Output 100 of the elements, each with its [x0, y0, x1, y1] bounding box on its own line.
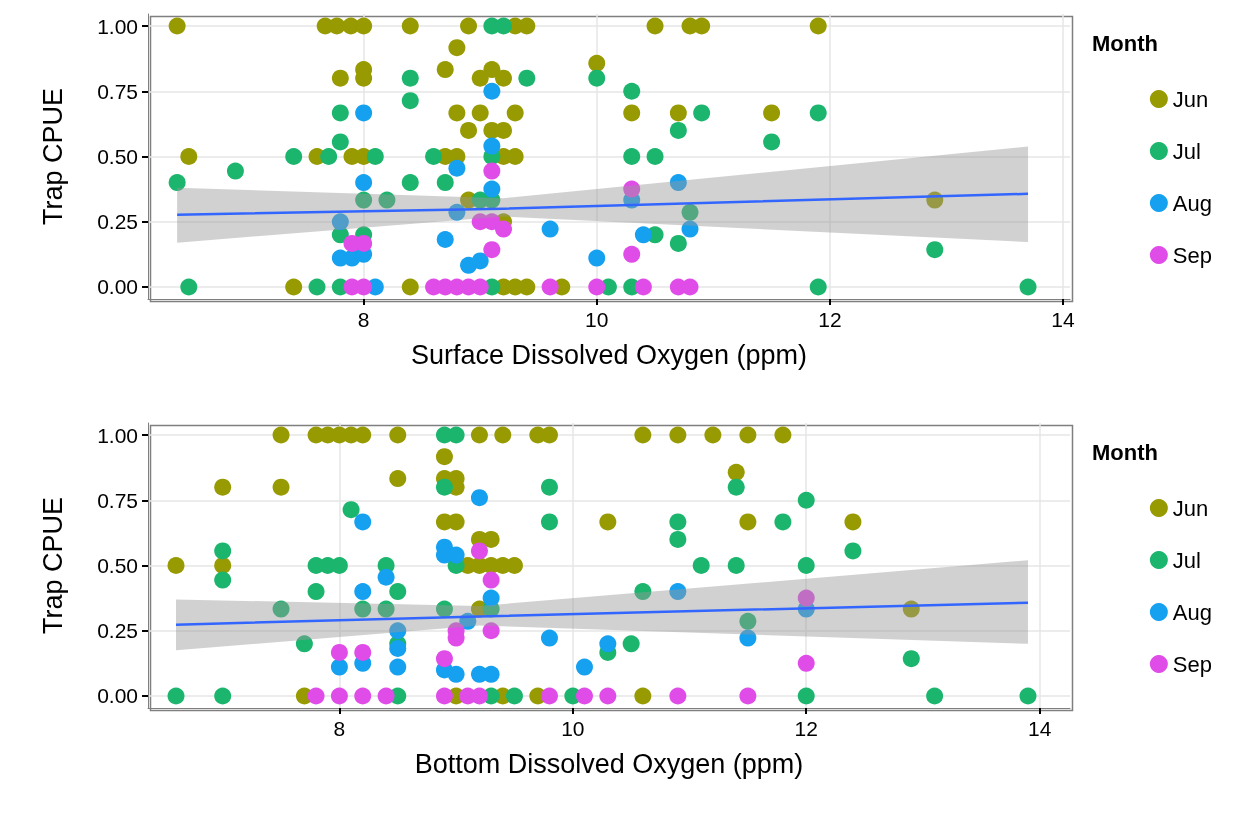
- point: [693, 17, 711, 35]
- point: [389, 640, 407, 657]
- x-tick-label: 10: [561, 717, 585, 740]
- point: [401, 278, 419, 296]
- point: [926, 687, 944, 705]
- point: [681, 220, 699, 238]
- point: [669, 513, 687, 531]
- point: [401, 174, 419, 192]
- point: [482, 622, 500, 640]
- point: [588, 54, 606, 72]
- point: [214, 687, 232, 705]
- point: [401, 69, 419, 87]
- y-tick-label: 0.25: [97, 210, 138, 234]
- point: [541, 220, 559, 238]
- point: [541, 478, 558, 496]
- point: [378, 191, 396, 209]
- y-tick-label: 0.50: [97, 145, 138, 168]
- point: [214, 571, 232, 589]
- legend-label: Jul: [1172, 138, 1201, 164]
- point: [727, 463, 745, 481]
- point: [226, 162, 244, 180]
- point: [471, 252, 489, 270]
- point: [355, 104, 373, 122]
- point: [354, 643, 372, 661]
- point: [669, 234, 687, 252]
- point: [739, 629, 757, 647]
- point: [401, 17, 419, 35]
- legend-label: Aug: [1172, 190, 1213, 216]
- point: [389, 583, 407, 601]
- point: [435, 600, 453, 618]
- point: [727, 478, 745, 496]
- x-tick-label: 10: [585, 308, 609, 331]
- point: [295, 635, 313, 653]
- point: [483, 82, 501, 100]
- point: [483, 180, 501, 198]
- point: [483, 137, 501, 155]
- point: [331, 104, 349, 122]
- point: [180, 148, 198, 165]
- point: [739, 513, 757, 531]
- point: [727, 557, 745, 574]
- point: [483, 241, 501, 259]
- point: [308, 278, 326, 296]
- point: [471, 104, 489, 122]
- point: [401, 92, 419, 110]
- point: [669, 104, 687, 122]
- point: [354, 513, 372, 531]
- point: [634, 226, 652, 244]
- point: [448, 104, 466, 122]
- point: [495, 121, 513, 139]
- point: [494, 426, 512, 444]
- point: [331, 69, 349, 87]
- point: [669, 174, 687, 192]
- y-tick-label: 0.75: [97, 488, 138, 512]
- x-axis-title: Surface Dissolved Oxygen (ppm): [410, 339, 808, 370]
- point: [354, 600, 372, 618]
- point: [704, 426, 722, 444]
- point: [377, 687, 395, 705]
- legend-label: Jul: [1172, 547, 1201, 573]
- point: [693, 104, 711, 122]
- point: [495, 17, 513, 35]
- point: [646, 148, 664, 165]
- point: [588, 249, 606, 267]
- point: [435, 478, 453, 496]
- point: [541, 426, 558, 444]
- point: [354, 583, 372, 601]
- point: [588, 278, 606, 296]
- y-tick-label: 1.00: [97, 14, 138, 38]
- legend-label: Jun: [1172, 86, 1209, 112]
- point: [436, 231, 454, 248]
- x-tick-label: 12: [818, 308, 842, 331]
- point: [634, 278, 652, 296]
- point: [167, 687, 185, 705]
- point: [330, 658, 348, 676]
- point: [739, 612, 757, 630]
- point: [366, 148, 384, 165]
- point: [436, 61, 454, 79]
- legend-label: Jun: [1172, 495, 1209, 521]
- legend-label: Sep: [1172, 242, 1213, 268]
- point: [669, 426, 687, 444]
- point: [774, 426, 792, 444]
- point: [448, 159, 466, 177]
- point: [447, 665, 465, 683]
- point: [506, 104, 524, 122]
- point: [505, 687, 523, 705]
- point: [448, 39, 466, 57]
- point: [307, 687, 325, 705]
- point: [599, 635, 617, 653]
- point: [435, 650, 453, 668]
- point: [354, 687, 372, 705]
- point: [681, 203, 699, 221]
- legend-title: Month: [1092, 439, 1158, 465]
- point: [844, 513, 862, 531]
- point: [285, 278, 303, 296]
- point: [460, 121, 478, 139]
- point: [389, 426, 407, 444]
- point: [797, 589, 815, 607]
- point: [809, 278, 827, 296]
- point: [1019, 278, 1037, 296]
- point: [331, 213, 349, 231]
- point: [495, 220, 513, 238]
